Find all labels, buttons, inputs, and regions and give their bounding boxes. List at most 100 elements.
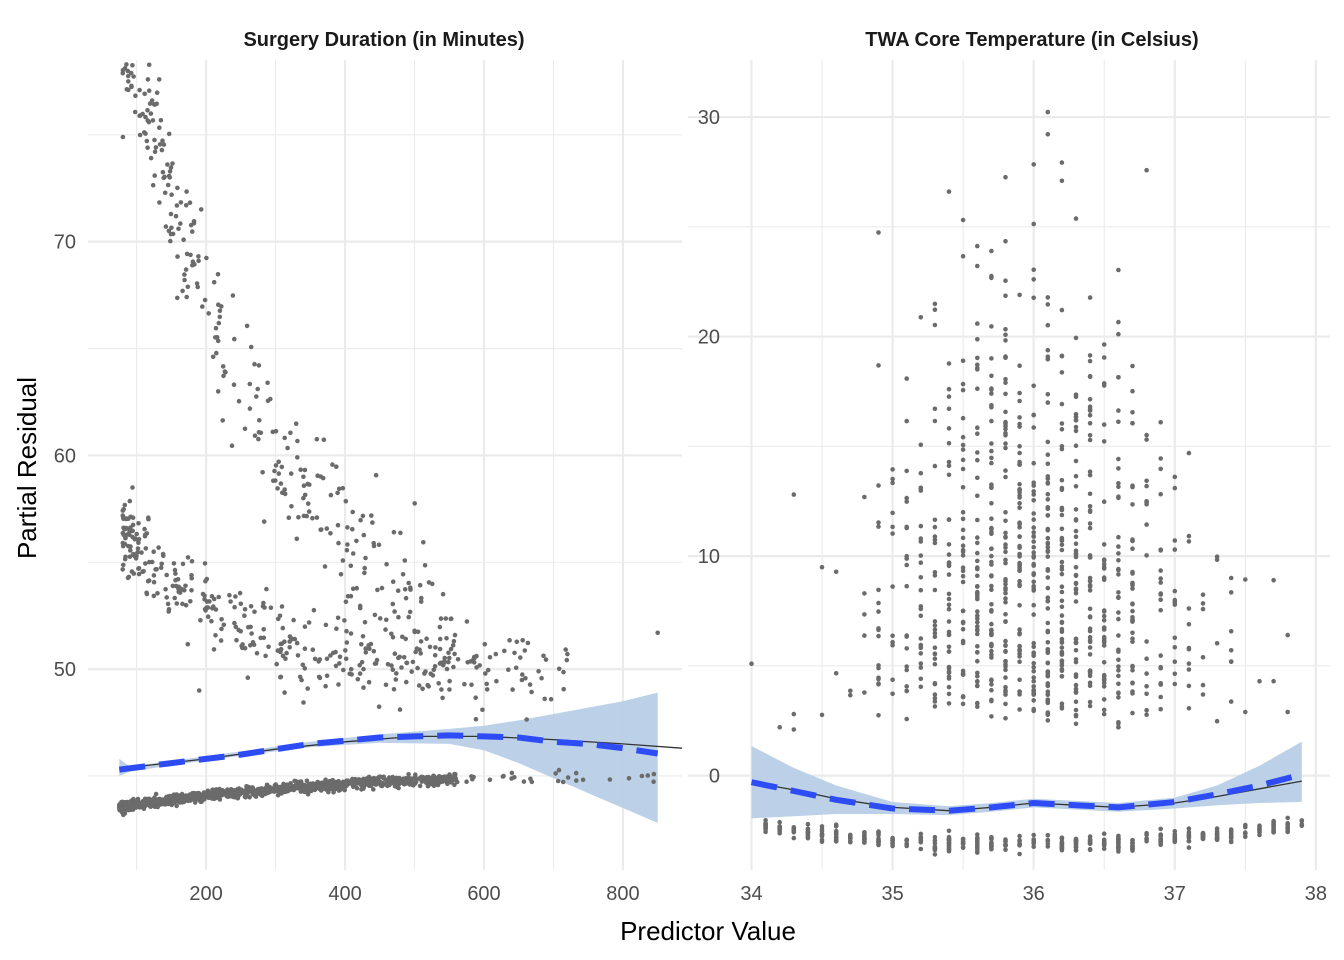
data-point: [946, 602, 952, 608]
data-point: [1073, 848, 1079, 853]
data-point: [960, 608, 966, 614]
data-point: [417, 582, 423, 588]
data-point: [1031, 383, 1036, 389]
data-point: [335, 615, 341, 621]
data-point: [233, 624, 239, 630]
data-point: [1087, 472, 1093, 478]
data-point: [918, 536, 924, 541]
data-point: [228, 599, 233, 604]
data-point: [1087, 703, 1093, 709]
data-point: [282, 787, 288, 792]
data-point: [342, 618, 347, 623]
data-point: [284, 650, 289, 656]
data-point: [371, 648, 377, 654]
data-point: [1101, 355, 1107, 360]
data-point: [1045, 595, 1051, 600]
data-point: [249, 631, 254, 636]
data-point: [1003, 510, 1008, 515]
data-point: [1158, 580, 1163, 585]
data-point: [1045, 535, 1051, 541]
ci-band: [119, 692, 658, 823]
data-point: [432, 653, 438, 658]
data-point: [127, 498, 133, 504]
data-point: [1031, 602, 1036, 608]
data-point: [1003, 577, 1008, 582]
data-point: [389, 631, 394, 637]
data-point: [1144, 639, 1149, 644]
data-point: [918, 442, 924, 448]
data-point: [1130, 581, 1135, 587]
data-point: [1116, 839, 1121, 844]
data-point: [946, 591, 952, 597]
data-point: [135, 546, 141, 551]
data-point: [975, 386, 980, 392]
data-point: [161, 175, 166, 181]
data-point: [1003, 376, 1008, 382]
data-point: [655, 630, 660, 636]
data-point: [1003, 839, 1008, 844]
data-point: [270, 788, 275, 794]
data-point: [519, 677, 525, 683]
data-point: [418, 651, 424, 656]
data-point: [318, 527, 324, 533]
data-point: [441, 660, 447, 665]
data-point: [305, 784, 311, 789]
data-point: [421, 540, 426, 545]
data-point: [350, 776, 355, 782]
data-point: [1003, 560, 1008, 566]
data-point: [300, 662, 306, 668]
data-point: [1031, 675, 1036, 680]
data-point: [989, 714, 994, 719]
data-point: [1059, 526, 1065, 532]
data-point: [1228, 659, 1234, 664]
data-point: [1087, 525, 1093, 531]
data-point: [295, 784, 301, 790]
data-point: [263, 653, 268, 659]
data-point: [132, 109, 138, 115]
data-point: [143, 546, 149, 551]
data-point: [1017, 603, 1022, 608]
data-point: [232, 604, 237, 610]
data-point: [960, 442, 966, 448]
data-point: [131, 571, 137, 576]
data-point: [419, 595, 424, 601]
data-point: [304, 778, 310, 784]
data-point: [306, 620, 312, 625]
data-point: [904, 838, 909, 843]
data-point: [1031, 561, 1036, 567]
data-point: [528, 776, 533, 782]
data-point: [230, 293, 236, 298]
data-point: [321, 437, 327, 443]
data-point: [133, 93, 138, 98]
data-point: [918, 613, 924, 619]
data-point: [1017, 292, 1022, 298]
y-tick-label: 70: [54, 232, 76, 254]
data-point: [131, 74, 136, 79]
data-point: [890, 843, 895, 849]
data-point: [960, 510, 966, 515]
data-point: [904, 684, 909, 689]
data-point: [918, 651, 924, 656]
data-point: [470, 776, 475, 782]
data-point: [1101, 342, 1107, 347]
data-point: [286, 515, 292, 520]
data-point: [1045, 548, 1051, 553]
data-point: [1003, 355, 1008, 361]
data-point: [447, 772, 452, 777]
data-point: [1073, 721, 1079, 727]
data-point: [1087, 353, 1093, 358]
data-point: [1087, 652, 1093, 657]
data-point: [354, 781, 359, 786]
data-point: [1003, 430, 1008, 436]
data-point: [512, 650, 517, 656]
data-point: [436, 681, 442, 686]
data-point: [345, 525, 350, 530]
data-point: [168, 211, 174, 217]
data-point: [168, 231, 174, 237]
data-point: [946, 562, 952, 568]
data-point: [960, 217, 966, 223]
data-point: [1116, 558, 1121, 563]
data-point: [904, 499, 909, 504]
data-point: [221, 373, 226, 379]
data-point: [406, 614, 412, 620]
